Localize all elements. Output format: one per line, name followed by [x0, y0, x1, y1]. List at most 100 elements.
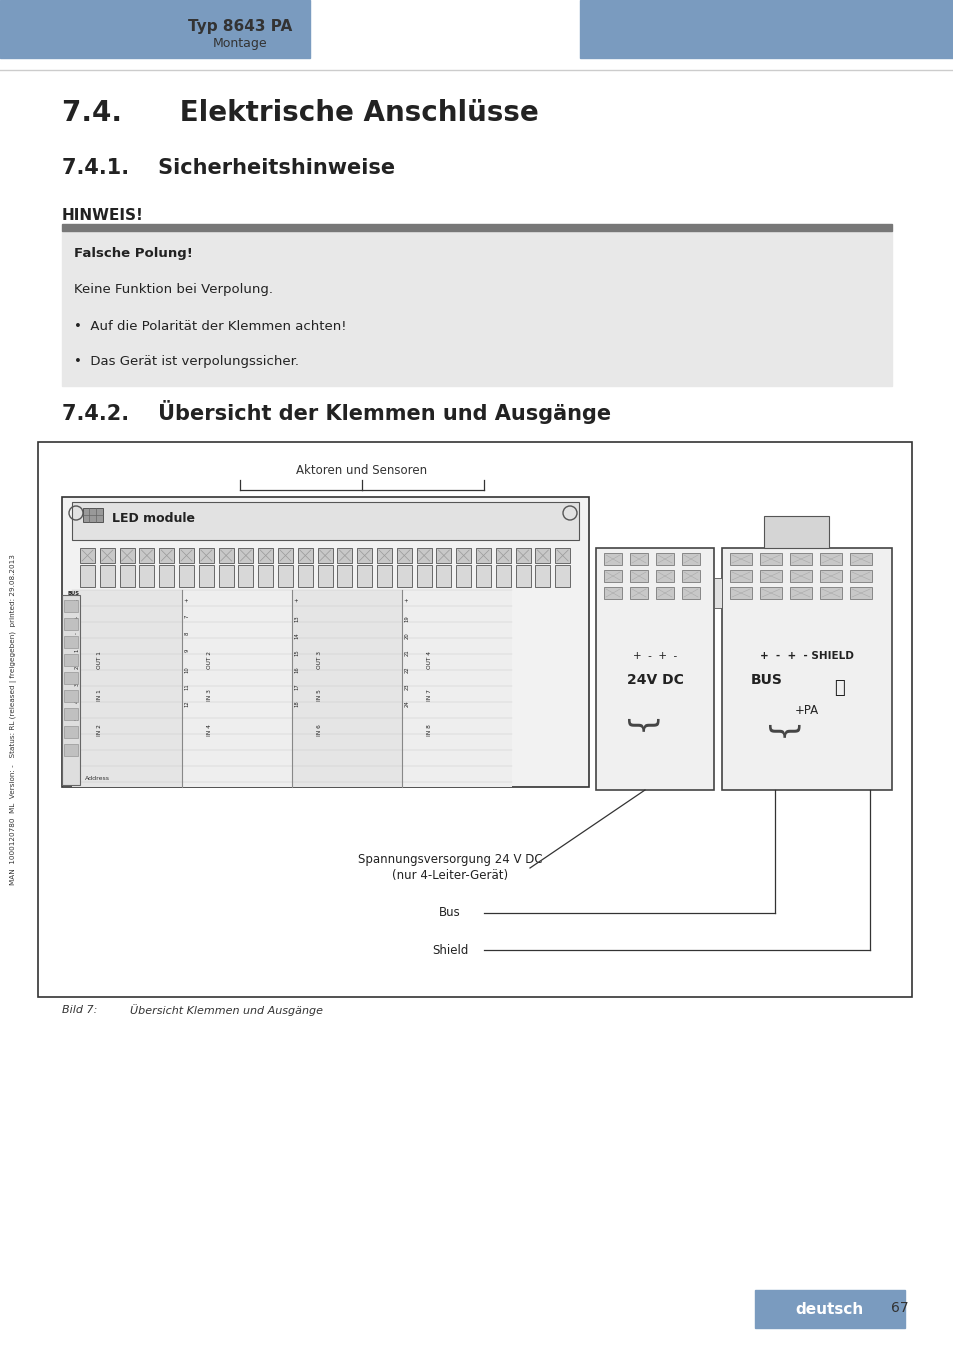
- Text: BUS: BUS: [74, 598, 79, 609]
- Text: 17: 17: [294, 683, 299, 690]
- Text: 24: 24: [404, 701, 409, 707]
- Bar: [456, 566, 471, 587]
- Bar: [603, 554, 621, 566]
- Bar: [849, 554, 871, 566]
- Text: 1: 1: [74, 649, 79, 652]
- Bar: [64, 690, 78, 702]
- Bar: [476, 566, 491, 587]
- Bar: [700, 14, 709, 19]
- Bar: [629, 570, 647, 582]
- Bar: [760, 587, 781, 599]
- Bar: [356, 548, 372, 563]
- Bar: [820, 554, 841, 566]
- Text: 67: 67: [890, 1301, 908, 1315]
- Bar: [555, 548, 570, 563]
- Bar: [277, 548, 293, 563]
- Bar: [159, 566, 174, 587]
- Text: HINWEIS!: HINWEIS!: [62, 208, 144, 223]
- Text: 20: 20: [404, 632, 409, 639]
- Bar: [218, 548, 233, 563]
- Text: BUS: BUS: [750, 674, 782, 687]
- Bar: [820, 570, 841, 582]
- Bar: [139, 548, 154, 563]
- Text: 21: 21: [404, 649, 409, 656]
- Bar: [64, 653, 78, 666]
- Bar: [80, 566, 95, 587]
- Text: Montage: Montage: [213, 38, 267, 50]
- Text: +  -  +  -: + - + -: [632, 651, 677, 661]
- Bar: [713, 14, 775, 19]
- Bar: [713, 578, 721, 608]
- Text: FLUID CONTROL SYSTEMS: FLUID CONTROL SYSTEMS: [698, 46, 797, 54]
- Bar: [182, 590, 292, 787]
- Text: 7: 7: [184, 616, 190, 618]
- Bar: [603, 587, 621, 599]
- Text: IN 5: IN 5: [317, 688, 322, 701]
- Bar: [681, 554, 700, 566]
- Text: 7.4.2.    Übersicht der Klemmen und Ausgänge: 7.4.2. Übersicht der Klemmen und Ausgäng…: [62, 400, 611, 424]
- Bar: [100, 548, 114, 563]
- Text: Typ 8643 PA: Typ 8643 PA: [188, 19, 292, 34]
- Text: •  Das Gerät ist verpolungssicher.: • Das Gerät ist verpolungssicher.: [74, 355, 298, 369]
- Bar: [496, 566, 510, 587]
- Bar: [760, 554, 781, 566]
- Text: -: -: [74, 632, 79, 634]
- Bar: [515, 566, 530, 587]
- Text: bürkert: bürkert: [695, 20, 800, 45]
- Bar: [238, 548, 253, 563]
- Text: 23: 23: [404, 683, 409, 690]
- Text: 13: 13: [294, 616, 299, 621]
- Text: 7.4.1.    Sicherheitshinweise: 7.4.1. Sicherheitshinweise: [62, 158, 395, 178]
- Bar: [218, 566, 233, 587]
- Bar: [71, 502, 578, 540]
- Bar: [64, 707, 78, 720]
- Bar: [729, 554, 751, 566]
- Bar: [337, 548, 352, 563]
- Bar: [515, 548, 530, 563]
- Bar: [849, 587, 871, 599]
- Bar: [297, 566, 313, 587]
- Bar: [416, 566, 431, 587]
- Bar: [64, 726, 78, 738]
- Bar: [456, 548, 471, 563]
- Bar: [62, 224, 891, 231]
- Text: 16: 16: [294, 666, 299, 672]
- Bar: [396, 566, 412, 587]
- Bar: [179, 566, 193, 587]
- Bar: [596, 548, 713, 790]
- Text: 10: 10: [184, 666, 190, 672]
- Text: BUS: BUS: [68, 591, 80, 595]
- Text: ⏚: ⏚: [834, 679, 844, 697]
- Bar: [603, 570, 621, 582]
- Text: 4: 4: [74, 701, 79, 703]
- Bar: [119, 548, 134, 563]
- Bar: [579, 0, 953, 58]
- Text: 5: 5: [74, 717, 79, 721]
- Bar: [0, 0, 310, 58]
- Text: Shield: Shield: [432, 944, 468, 957]
- Bar: [277, 566, 293, 587]
- Text: IN 4: IN 4: [208, 724, 213, 736]
- Text: +: +: [294, 598, 299, 602]
- Bar: [656, 554, 673, 566]
- Text: IN 8: IN 8: [427, 724, 432, 736]
- Text: 9: 9: [184, 649, 190, 652]
- Text: {: {: [624, 709, 657, 730]
- Bar: [629, 554, 647, 566]
- Bar: [297, 548, 313, 563]
- Text: 15: 15: [294, 649, 299, 656]
- Bar: [64, 599, 78, 612]
- Bar: [789, 554, 811, 566]
- Bar: [198, 548, 213, 563]
- Bar: [401, 590, 512, 787]
- Bar: [139, 566, 154, 587]
- Text: 22: 22: [404, 666, 409, 672]
- Bar: [119, 566, 134, 587]
- Bar: [789, 570, 811, 582]
- Text: Übersicht Klemmen und Ausgänge: Übersicht Klemmen und Ausgänge: [130, 1004, 323, 1017]
- Text: IN 3: IN 3: [208, 688, 213, 701]
- Text: IN 6: IN 6: [317, 724, 322, 736]
- Text: (nur 4-Leiter-Gerät): (nur 4-Leiter-Gerät): [392, 869, 508, 883]
- Bar: [681, 570, 700, 582]
- Text: •  Auf die Polarität der Klemmen achten!: • Auf die Polarität der Klemmen achten!: [74, 320, 346, 332]
